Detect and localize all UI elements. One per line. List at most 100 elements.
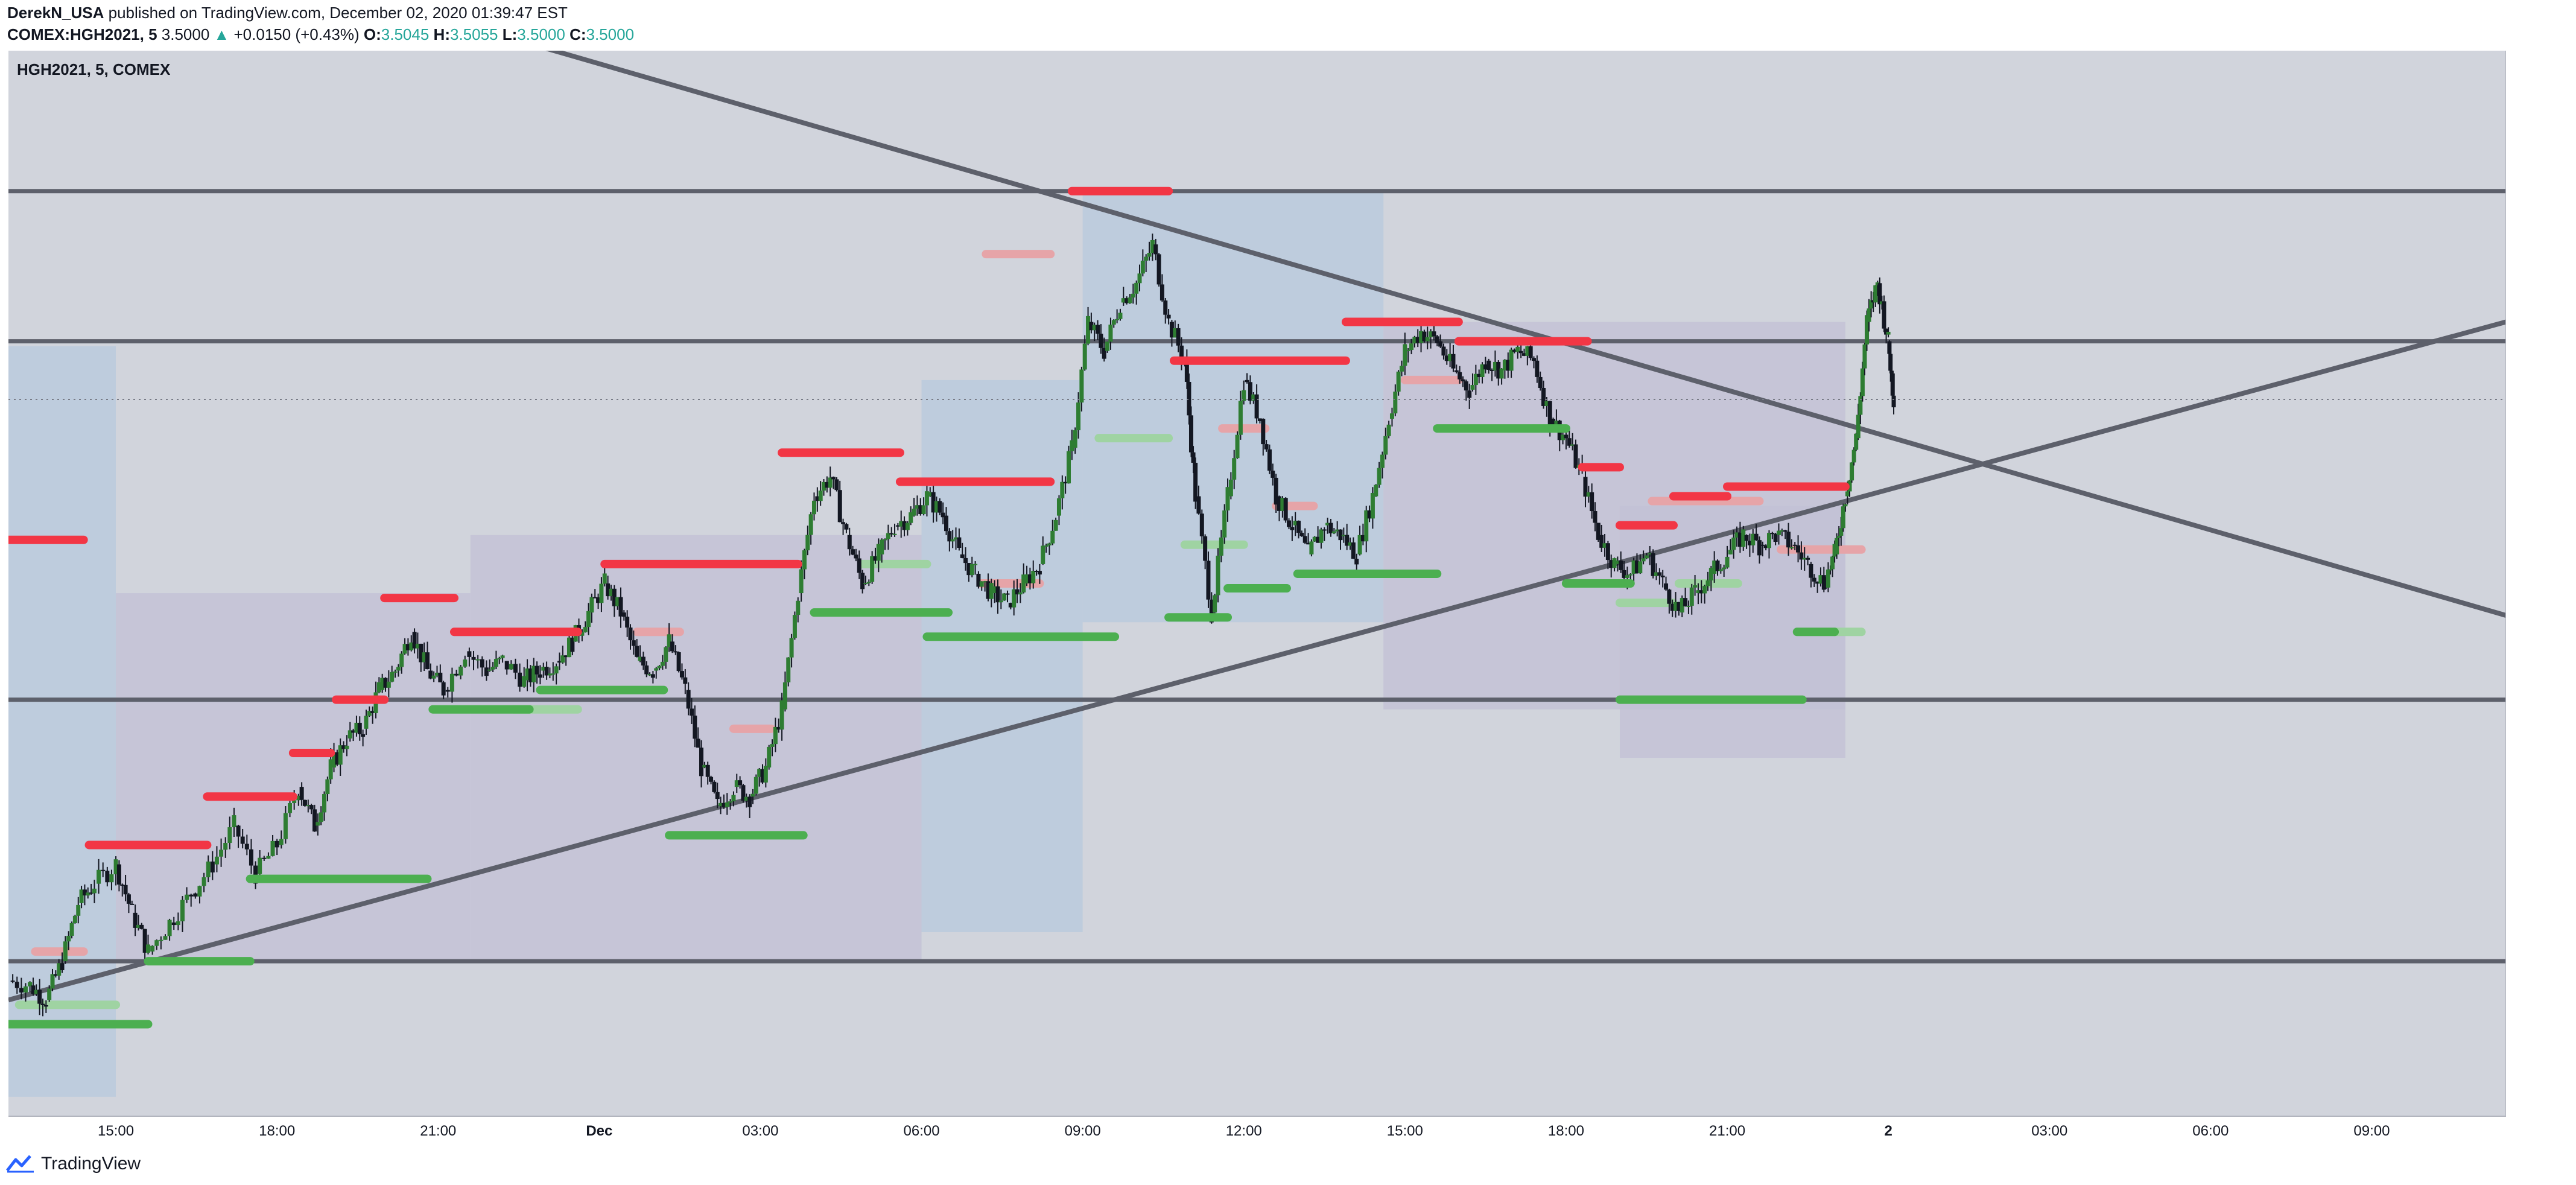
candle-body: [1705, 580, 1710, 586]
candle-body: [37, 990, 42, 1004]
candle: [1854, 433, 1859, 451]
close-label: C:: [569, 25, 586, 43]
candle-body: [367, 711, 372, 716]
candle-body: [931, 492, 936, 513]
tradingview-logo-icon[interactable]: [6, 1152, 35, 1174]
candle: [998, 589, 1003, 609]
candle-body: [57, 963, 62, 976]
candle: [1879, 296, 1884, 310]
candle-body: [728, 801, 733, 803]
candle: [986, 573, 991, 602]
candle: [475, 655, 480, 669]
candle-body: [1875, 282, 1880, 285]
candle: [792, 611, 797, 640]
candle: [1806, 555, 1810, 565]
candle-body: [1843, 504, 1848, 507]
candle-body: [370, 711, 375, 713]
candle-body: [1086, 316, 1091, 344]
candle: [361, 729, 366, 747]
candle: [963, 547, 968, 571]
candle: [1777, 523, 1781, 545]
candle-body: [969, 564, 974, 576]
candle: [1835, 533, 1839, 559]
candle-body: [1722, 567, 1727, 570]
candle-body: [811, 500, 816, 515]
candle: [425, 641, 430, 670]
candle-body: [393, 671, 398, 673]
candle: [72, 915, 77, 924]
candle: [438, 664, 443, 683]
candle-body: [664, 647, 668, 662]
candle: [434, 666, 439, 678]
candle-body: [1561, 434, 1566, 440]
candle-body: [1309, 541, 1314, 554]
candle-body: [1583, 477, 1588, 497]
candle-body: [236, 825, 241, 837]
candle: [1889, 370, 1894, 373]
candle-body: [1099, 334, 1103, 348]
candle: [1096, 320, 1100, 340]
candle: [1567, 428, 1572, 448]
candle: [609, 585, 614, 601]
candle-body: [296, 795, 301, 801]
candle-body: [274, 840, 279, 848]
candle: [1841, 503, 1845, 532]
price-chart[interactable]: 3.43103.43753.44353.45003.45603.46253.47…: [8, 51, 2506, 1144]
candle-body: [580, 632, 585, 636]
candle: [676, 651, 681, 673]
candle-body: [912, 509, 916, 516]
tradingview-brand[interactable]: TradingView: [41, 1154, 141, 1174]
candle: [1664, 576, 1669, 591]
candle-body: [1541, 388, 1546, 406]
candle: [185, 887, 189, 903]
candle: [1005, 590, 1010, 603]
author-name[interactable]: DerekN_USA: [7, 4, 104, 22]
candle-body: [206, 861, 211, 877]
candle: [1644, 553, 1649, 559]
candle: [570, 635, 575, 656]
candle: [635, 639, 639, 658]
high-label: H:: [433, 25, 450, 43]
candle-body: [1596, 523, 1600, 540]
candle-body: [1593, 511, 1597, 523]
candle: [615, 597, 620, 610]
candle: [467, 647, 472, 667]
candle-body: [773, 726, 778, 745]
candle: [60, 952, 65, 973]
candle: [779, 693, 784, 741]
candle-body: [171, 922, 176, 926]
candle: [709, 775, 714, 784]
candle-body: [1264, 444, 1269, 450]
candle-body: [1841, 506, 1845, 529]
candle-body: [641, 656, 646, 666]
x-tick-label: 03:00: [2031, 1123, 2067, 1139]
candle-body: [1638, 561, 1643, 574]
candle-body: [905, 523, 910, 530]
candle-body: [918, 505, 923, 515]
candle-body: [1002, 593, 1007, 601]
candle-body: [799, 569, 804, 594]
chart-area[interactable]: 3.43103.43753.44353.45003.45603.46253.47…: [8, 51, 2506, 1144]
candle-body: [1696, 590, 1701, 594]
candle: [136, 915, 141, 931]
candle-body: [615, 597, 620, 606]
candle: [924, 485, 929, 516]
candle: [763, 758, 768, 788]
candle: [1396, 370, 1401, 396]
candle-body: [1137, 273, 1142, 284]
candle: [1877, 277, 1882, 314]
candle: [1744, 534, 1749, 549]
candle-body: [1826, 569, 1830, 588]
candle: [1850, 462, 1854, 483]
candle-body: [528, 668, 533, 682]
candle: [1458, 366, 1462, 384]
candle-body: [1615, 561, 1620, 564]
candle: [1184, 349, 1189, 389]
candle: [150, 945, 155, 955]
candle-body: [1351, 542, 1356, 559]
candle: [1102, 337, 1106, 362]
candle-body: [805, 535, 810, 551]
candle: [1677, 602, 1681, 616]
candle-body: [631, 640, 636, 646]
candle: [753, 774, 758, 796]
